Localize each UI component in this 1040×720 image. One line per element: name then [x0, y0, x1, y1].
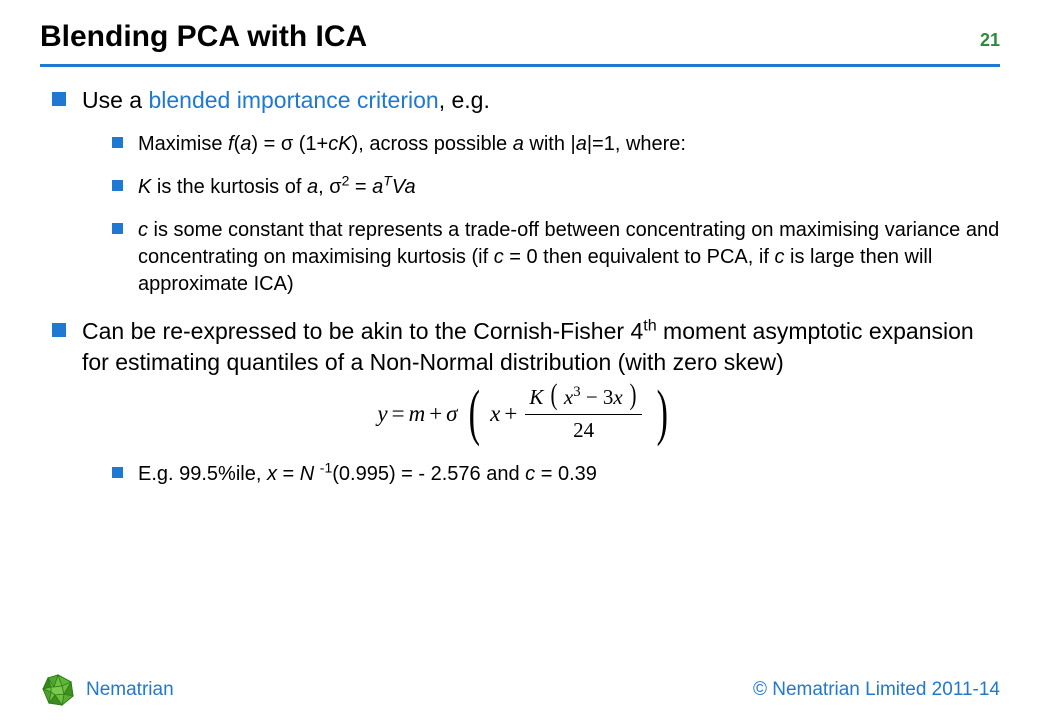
- formula: y = m + σ ( x + K ( x3 − 3x ) 24 ): [52, 383, 1000, 444]
- bullet-1c: c is some constant that represents a tra…: [112, 217, 1000, 298]
- copyright-text: © Nematrian Limited 2011-14: [753, 679, 1000, 701]
- slide-title: Blending PCA with ICA: [40, 20, 367, 60]
- bullet-1-sublist: Maximise f(a) = σ (1+cK), across possibl…: [82, 131, 1000, 298]
- title-underline: [40, 64, 1000, 67]
- bullet-2-sublist: E.g. 99.5%ile, x = N -1(0.995) = - 2.576…: [82, 461, 1000, 488]
- bullet-1-highlight: blended importance criterion: [148, 87, 438, 113]
- page-number: 21: [980, 30, 1000, 51]
- slide: Blending PCA with ICA 21 Use a blended i…: [0, 0, 1040, 720]
- content-area: Use a blended importance criterion, e.g.…: [40, 85, 1000, 488]
- bullet-2a: E.g. 99.5%ile, x = N -1(0.995) = - 2.576…: [112, 461, 1000, 488]
- footer-left: Nematrian: [40, 672, 174, 708]
- title-row: Blending PCA with ICA 21: [40, 20, 1000, 60]
- logo-icon: [40, 672, 76, 708]
- bullet-2: Can be re-expressed to be akin to the Co…: [52, 316, 1000, 487]
- bullet-1-pre: Use a: [82, 87, 148, 113]
- brand-name: Nematrian: [86, 679, 174, 701]
- footer: Nematrian © Nematrian Limited 2011-14: [0, 672, 1040, 708]
- bullet-1a: Maximise f(a) = σ (1+cK), across possibl…: [112, 131, 1000, 158]
- bullet-list-level1: Use a blended importance criterion, e.g.…: [40, 85, 1000, 488]
- bullet-1: Use a blended importance criterion, e.g.…: [52, 85, 1000, 298]
- bullet-1-post: , e.g.: [439, 87, 490, 113]
- bullet-1b: K is the kurtosis of a, σ2 = aTVa: [112, 174, 1000, 201]
